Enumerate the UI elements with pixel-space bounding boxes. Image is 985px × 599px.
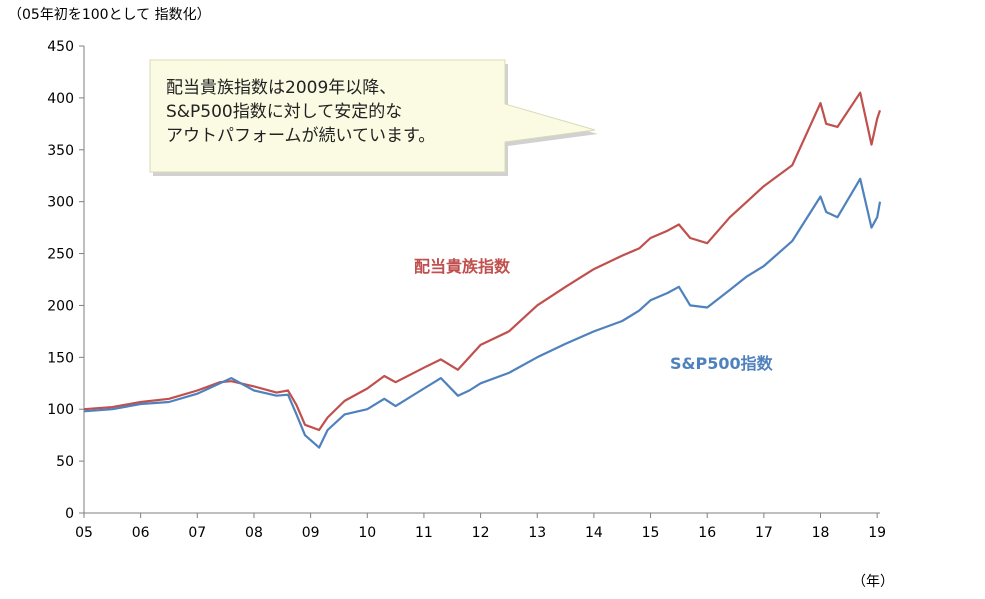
x-tick-label: 09 — [302, 525, 320, 541]
x-tick-label: 18 — [812, 525, 830, 541]
y-tick-label: 200 — [47, 298, 74, 314]
chart-series — [83, 91, 882, 449]
y-tick-label: 100 — [47, 402, 74, 418]
series-line-sp500 — [83, 177, 882, 449]
y-tick-label: 450 — [47, 39, 74, 55]
callout-line: 配当貴族指数は2009年以降、 — [166, 78, 397, 98]
x-tick-label: 07 — [188, 525, 206, 541]
series-label-sp500: S&P500指数 — [670, 354, 773, 373]
y-tick-label: 350 — [47, 143, 74, 159]
callout-line: S&P500指数に対して安定的な — [166, 102, 403, 122]
x-tick-label: 08 — [245, 525, 263, 541]
x-tick-label: 16 — [698, 525, 716, 541]
x-tick-label: 06 — [132, 525, 150, 541]
x-tick-label: 12 — [472, 525, 490, 541]
x-tick-label: 13 — [528, 525, 546, 541]
callout-bubble — [149, 59, 596, 173]
x-axis-unit-label: （年） — [852, 574, 894, 590]
x-tick-label: 15 — [642, 525, 660, 541]
y-axis-unit-label: （05年初を100として 指数化） — [8, 7, 211, 23]
x-tick-label: 10 — [358, 525, 376, 541]
x-tick-label: 17 — [755, 525, 773, 541]
y-tick-label: 300 — [47, 195, 74, 211]
y-tick-label: 150 — [47, 350, 74, 366]
y-tick-label: 0 — [65, 506, 74, 522]
series-label-aristocrats: 配当貴族指数 — [414, 257, 511, 276]
y-tick-label: 250 — [47, 247, 74, 263]
x-tick-label: 11 — [415, 525, 433, 541]
y-tick-label: 400 — [47, 91, 74, 107]
y-tick-label: 50 — [56, 454, 74, 470]
x-tick-label: 05 — [75, 525, 93, 541]
x-tick-label: 19 — [868, 525, 886, 541]
x-tick-label: 14 — [585, 525, 603, 541]
callout-text: 配当貴族指数は2009年以降、 S&P500指数に対して安定的な アウトパフォー… — [166, 76, 526, 148]
series-line-aristocrats — [83, 91, 882, 432]
callout-box — [149, 59, 598, 176]
chart-axes: 0 50 100 150 200 250 300 350 400 450 05 06 07 08 09 10 1… — [47, 39, 886, 541]
callout-line: アウトパフォームが続いています。 — [166, 126, 436, 146]
